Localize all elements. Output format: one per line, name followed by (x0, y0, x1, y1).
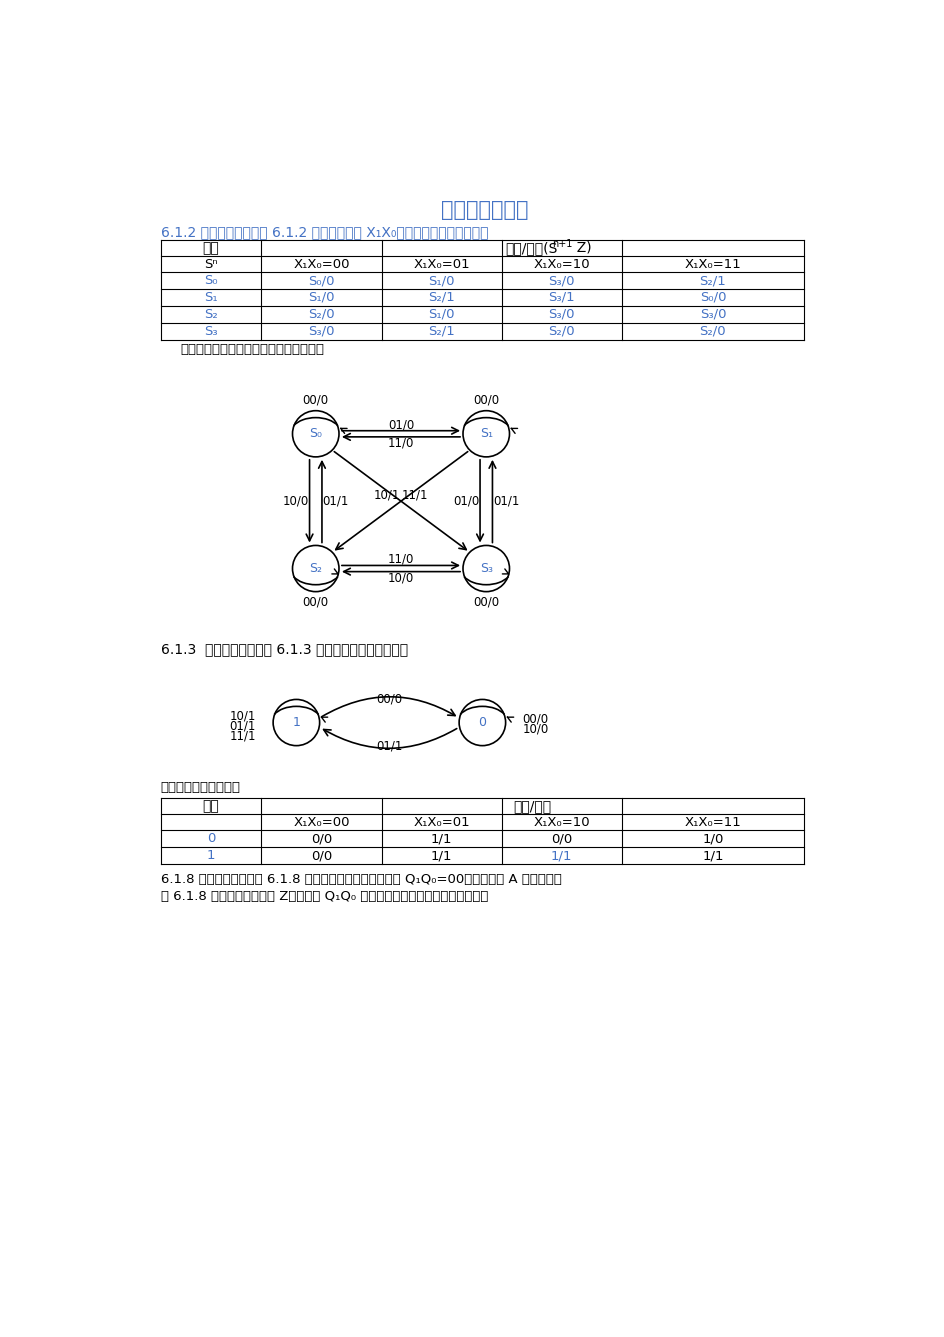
Text: 0: 0 (207, 833, 215, 845)
Text: 解：其状态表如下表：: 解：其状态表如下表： (160, 782, 241, 794)
Text: 11/0: 11/0 (387, 552, 413, 566)
Text: 10/1: 10/1 (229, 710, 256, 723)
Text: S₀/0: S₀/0 (699, 291, 725, 303)
Text: 0/0: 0/0 (311, 833, 332, 845)
Text: 01/0: 01/0 (387, 418, 413, 431)
Text: 01/0: 01/0 (452, 495, 479, 508)
Text: S₃/0: S₃/0 (548, 308, 575, 321)
Text: 11/1: 11/1 (229, 730, 256, 743)
Text: S₀/0: S₀/0 (308, 274, 334, 287)
Text: 1: 1 (207, 849, 215, 862)
Text: 10/0: 10/0 (522, 722, 548, 735)
Text: S₂/0: S₂/0 (308, 308, 334, 321)
Text: 现态: 现态 (203, 800, 219, 813)
Text: 6.1.2 已知状态表如表题 6.1.2 所示，输入为 X₁X₀，试作出相应的状态图。: 6.1.2 已知状态表如表题 6.1.2 所示，输入为 X₁X₀，试作出相应的状… (160, 225, 488, 239)
Text: S₁/0: S₁/0 (308, 291, 334, 303)
Text: S₂/1: S₂/1 (699, 274, 726, 287)
Text: X₁X₀=01: X₁X₀=01 (413, 816, 469, 829)
Text: Sⁿ: Sⁿ (204, 258, 218, 270)
Text: 01/1: 01/1 (376, 739, 402, 753)
Text: X₁X₀=10: X₁X₀=10 (533, 258, 589, 270)
Text: 0/0: 0/0 (311, 849, 332, 862)
Text: S₂/0: S₂/0 (699, 325, 726, 338)
Text: X₁X₀=10: X₁X₀=10 (533, 816, 589, 829)
Text: S₂: S₂ (204, 308, 218, 321)
Text: X₁X₀=00: X₁X₀=00 (293, 258, 349, 270)
Text: 10/0: 10/0 (282, 495, 309, 508)
Text: 0/0: 0/0 (550, 833, 572, 845)
Text: 00/0: 00/0 (473, 393, 498, 406)
Text: 0: 0 (478, 717, 486, 729)
Text: 10/0: 10/0 (387, 571, 413, 584)
Text: 次态/输出(S: 次态/输出(S (505, 241, 557, 255)
Text: S₂/1: S₂/1 (428, 291, 455, 303)
Text: S₀: S₀ (204, 274, 218, 287)
Text: S₃/0: S₃/0 (548, 274, 575, 287)
Text: S₀: S₀ (309, 428, 322, 440)
Text: S₃/0: S₃/0 (308, 325, 334, 338)
Text: 第六章作业答案: 第六章作业答案 (440, 201, 528, 221)
Text: 00/0: 00/0 (522, 713, 548, 725)
Text: 次态/输出: 次态/输出 (514, 800, 551, 813)
Text: 00/0: 00/0 (302, 393, 329, 406)
Text: 00/0: 00/0 (302, 596, 329, 608)
Text: 01/1: 01/1 (493, 495, 519, 508)
Text: 现态: 现态 (203, 241, 219, 255)
Text: 1/1: 1/1 (430, 833, 452, 845)
Text: S₁: S₁ (480, 428, 492, 440)
Text: S₂/1: S₂/1 (428, 325, 455, 338)
Text: 00/0: 00/0 (473, 596, 498, 608)
Text: 01/1: 01/1 (229, 719, 256, 733)
Text: 1/0: 1/0 (701, 833, 723, 845)
Text: S₃/1: S₃/1 (548, 291, 575, 303)
Text: 1/1: 1/1 (550, 849, 572, 862)
Text: 00/0: 00/0 (376, 693, 402, 705)
Text: 6.1.3  已知状态图如题图 6.1.3 所示，试列出其状态表。: 6.1.3 已知状态图如题图 6.1.3 所示，试列出其状态表。 (160, 642, 408, 656)
Text: S₃: S₃ (204, 325, 218, 338)
Text: 题 6.1.8 所示，输出信号为 Z，试画出 Q₁Q₀ 的波形（设触发器对下降沿敏感）。: 题 6.1.8 所示，输出信号为 Z，试画出 Q₁Q₀ 的波形（设触发器对下降沿… (160, 889, 488, 902)
Text: 1/1: 1/1 (430, 849, 452, 862)
Text: S₂: S₂ (309, 562, 322, 575)
Text: S₃: S₃ (480, 562, 492, 575)
Text: S₃/0: S₃/0 (699, 308, 725, 321)
Text: 6.1.8 已知状态表如表题 6.1.8 所示，若电路的初始状态为 Q₁Q₀=00，输入信号 A 的波形如图: 6.1.8 已知状态表如表题 6.1.8 所示，若电路的初始状态为 Q₁Q₀=0… (160, 873, 561, 885)
Text: 解：根据状态表作出对应的状态图如下：: 解：根据状态表作出对应的状态图如下： (180, 344, 324, 357)
Text: 01/1: 01/1 (322, 495, 348, 508)
Text: S₁: S₁ (204, 291, 218, 303)
Text: Z): Z) (567, 241, 591, 255)
Text: S₁/0: S₁/0 (428, 308, 454, 321)
Text: S₁/0: S₁/0 (428, 274, 454, 287)
Text: X₁X₀=00: X₁X₀=00 (293, 816, 349, 829)
Text: 1: 1 (292, 717, 300, 729)
Text: 11/1: 11/1 (401, 488, 428, 501)
Text: X₁X₀=01: X₁X₀=01 (413, 258, 469, 270)
Text: 1/1: 1/1 (701, 849, 723, 862)
Text: S₂/0: S₂/0 (548, 325, 575, 338)
Text: X₁X₀=11: X₁X₀=11 (683, 258, 740, 270)
Text: X₁X₀=11: X₁X₀=11 (683, 816, 740, 829)
Text: 10/1: 10/1 (374, 488, 400, 501)
Text: n+1: n+1 (551, 239, 572, 249)
Text: 11/0: 11/0 (387, 436, 413, 449)
